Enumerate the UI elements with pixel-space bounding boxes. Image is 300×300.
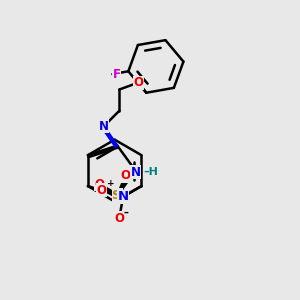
Text: +: + [106, 179, 114, 188]
Text: N: N [118, 190, 129, 203]
Text: –: – [124, 208, 129, 218]
Text: N: N [130, 166, 140, 178]
Text: N: N [99, 120, 109, 133]
Text: –H: –H [144, 167, 159, 177]
Text: F: F [113, 68, 121, 81]
Text: O: O [133, 76, 143, 89]
Text: O: O [115, 212, 125, 225]
Text: S: S [112, 189, 122, 202]
Text: O: O [97, 184, 106, 196]
Text: O: O [94, 178, 104, 191]
Text: O: O [120, 169, 130, 182]
